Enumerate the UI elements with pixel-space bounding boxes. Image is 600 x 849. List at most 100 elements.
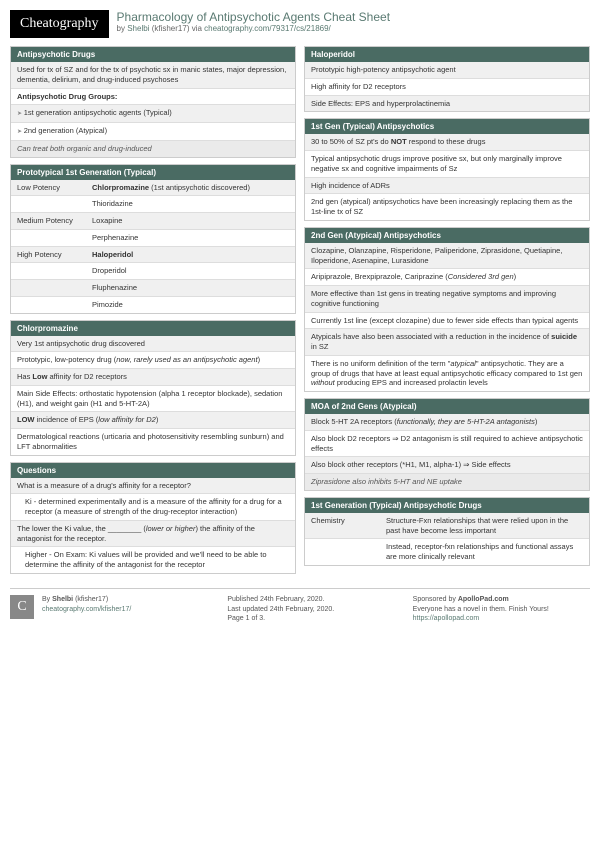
byline: by Shelbi (kfisher17) via cheatography.c… <box>117 24 391 33</box>
cell <box>17 199 92 209</box>
row: Ki - determined experimentally and is a … <box>11 494 295 521</box>
table-row: Instead, receptor-fxn relationships and … <box>305 539 589 565</box>
text: Sponsored by <box>413 596 458 603</box>
table-row: Droperidol <box>11 263 295 280</box>
italic-text: low affinity for D2 <box>98 415 156 424</box>
footer: C By Shelbi (kfisher17) cheatography.com… <box>10 588 590 624</box>
cell: Low Potency <box>17 183 92 193</box>
section-moa-2nd-gens: MOA of 2nd Gens (Atypical) Block 5-HT 2A… <box>304 398 590 491</box>
footer-logo-icon: C <box>10 595 34 619</box>
table-row: Thioridazine <box>11 196 295 213</box>
row: Clozapine, Olanzapine, Risperidone, Pali… <box>305 243 589 270</box>
text: There is no uniform definition of the te… <box>311 359 450 368</box>
table-row: Low PotencyChlorpromazine (1st antipsych… <box>11 180 295 197</box>
row: Very 1st antipsychotic drug discovered <box>11 336 295 353</box>
cell: High Potency <box>17 250 92 260</box>
row: 30 to 50% of SZ pt's do NOT respond to t… <box>305 134 589 151</box>
row: What is a measure of a drug's affinity f… <box>11 478 295 495</box>
section-1st-gen-drugs: 1st Generation (Typical) Antipsychotic D… <box>304 497 590 566</box>
cell <box>17 283 92 293</box>
table-row: Perphenazine <box>11 230 295 247</box>
row-note: Ziprasidone also inhibits 5-HT and NE up… <box>305 474 589 490</box>
row: Higher - On Exam: Ki values will be prov… <box>11 547 295 573</box>
bold-text: NOT <box>391 137 407 146</box>
row: Antipsychotic Drug Groups: <box>11 89 295 106</box>
text: affinity for D2 receptors <box>47 372 126 381</box>
bold-text: Antipsychotic Drug Groups: <box>17 92 117 101</box>
italic-text: without <box>311 378 335 387</box>
cell <box>17 266 92 276</box>
cell: Structure-Fxn relationships that were re… <box>386 516 583 536</box>
row: Also block other receptors (*H1, M1, alp… <box>305 457 589 474</box>
table-row: Medium PotencyLoxapine <box>11 213 295 230</box>
cell: Perphenazine <box>92 233 289 243</box>
footer-col-sponsor: Sponsored by ApolloPad.com Everyone has … <box>413 595 590 624</box>
bold-text: Shelbi <box>52 596 73 603</box>
row: Dermatological reactions (urticaria and … <box>11 429 295 455</box>
text: ) <box>535 417 538 426</box>
text: Atypicals have also been associated with… <box>311 332 551 341</box>
italic-text: Ziprasidone <box>311 477 350 486</box>
text: Has <box>17 372 32 381</box>
sponsor-link[interactable]: https://apollopad.com <box>413 615 480 622</box>
table-row: High PotencyHaloperidol <box>11 247 295 264</box>
text: Aripiprazole, Brexpiprazole, Cariprazine… <box>311 272 448 281</box>
section-chlorpromazine: Chlorpromazine Very 1st antipsychotic dr… <box>10 320 296 456</box>
italic-text: lower or higher <box>146 524 196 533</box>
text: incidence of EPS ( <box>35 415 99 424</box>
row: LOW incidence of EPS (low affinity for D… <box>11 412 295 429</box>
row: The lower the Ki value, the ________ (lo… <box>11 521 295 548</box>
text: in SZ <box>311 342 329 351</box>
row: Block 5-HT 2A receptors (functionally, t… <box>305 414 589 431</box>
updated-date: Last updated 24th February, 2020. <box>227 606 334 613</box>
cell: Pimozide <box>92 300 289 310</box>
row: More effective than 1st gens in treating… <box>305 286 589 313</box>
section-header: Prototypical 1st Generation (Typical) <box>11 165 295 180</box>
cell: Droperidol <box>92 266 289 276</box>
logo: Cheatography <box>10 10 109 38</box>
page-number: Page 1 of 3. <box>227 615 265 622</box>
bold-text: Haloperidol <box>92 250 133 259</box>
title-block: Pharmacology of Antipsychotic Agents Che… <box>117 10 391 38</box>
cell: Chlorpromazine (1st antipsychotic discov… <box>92 183 289 193</box>
text: (1st antipsychotic discovered) <box>149 183 250 192</box>
section-header: 1st Generation (Typical) Antipsychotic D… <box>305 498 589 513</box>
cell: Chemistry <box>311 516 386 536</box>
row: Currently 1st line (except clozapine) du… <box>305 313 589 330</box>
sponsor-name: ApolloPad.com <box>458 596 509 603</box>
text: Prototypic, low-potency drug ( <box>17 355 116 364</box>
cell: Fluphenazine <box>92 283 289 293</box>
italic-text: functionally, they are 5-HT-2A antagonis… <box>397 417 535 426</box>
footer-col-meta: Published 24th February, 2020. Last upda… <box>227 595 404 624</box>
row: 2nd generation (Atypical) <box>11 123 295 141</box>
header: Cheatography Pharmacology of Antipsychot… <box>10 10 590 38</box>
bold-text: LOW <box>17 415 35 424</box>
page-title: Pharmacology of Antipsychotic Agents Che… <box>117 10 391 24</box>
italic-text: atypical <box>450 359 475 368</box>
by-prefix: by <box>117 24 128 33</box>
section-prototypical-1st-gen: Prototypical 1st Generation (Typical) Lo… <box>10 164 296 314</box>
author-link[interactable]: Shelbi <box>127 24 149 33</box>
row: Side Effects: EPS and hyperprolactinemia <box>305 96 589 112</box>
row: Aripiprazole, Brexpiprazole, Cariprazine… <box>305 269 589 286</box>
cell <box>17 233 92 243</box>
italic-text: now, rarely used as an antipsychotic age… <box>116 355 257 364</box>
text: ) <box>156 415 159 424</box>
source-url[interactable]: cheatography.com/79317/cs/21869/ <box>204 24 331 33</box>
cell: Medium Potency <box>17 216 92 226</box>
table-row: Pimozide <box>11 297 295 313</box>
italic-text: Considered 3rd gen <box>448 272 514 281</box>
cell: Haloperidol <box>92 250 289 260</box>
published-date: Published 24th February, 2020. <box>227 596 324 603</box>
cell <box>17 300 92 310</box>
section-questions: Questions What is a measure of a drug's … <box>10 462 296 574</box>
section-header: Antipsychotic Drugs <box>11 47 295 62</box>
row: 2nd gen (atypical) antipsychotics have b… <box>305 194 589 220</box>
table-row: Fluphenazine <box>11 280 295 297</box>
cell: Instead, receptor-fxn relationships and … <box>386 542 583 562</box>
left-column: Antipsychotic Drugs Used for tx of SZ an… <box>10 46 296 580</box>
row: Atypicals have also been associated with… <box>305 329 589 356</box>
right-column: Haloperidol Prototypic high-potency anti… <box>304 46 590 580</box>
row: Has Low affinity for D2 receptors <box>11 369 295 386</box>
author-profile-link[interactable]: cheatography.com/kfisher17/ <box>42 606 131 613</box>
